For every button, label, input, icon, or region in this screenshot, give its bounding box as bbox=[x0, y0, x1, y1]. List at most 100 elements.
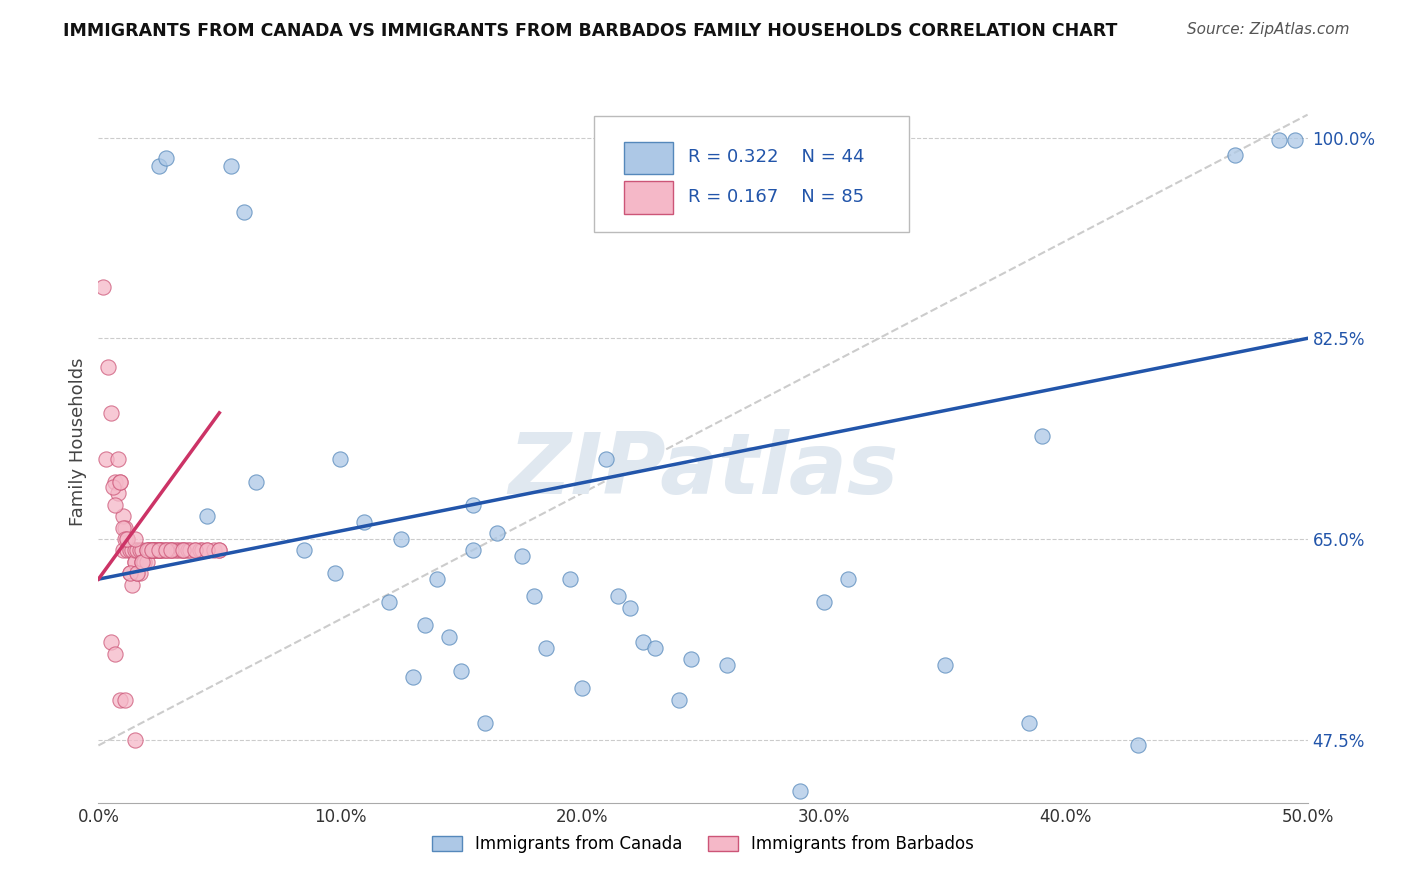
Point bbox=[124, 543, 146, 558]
Point bbox=[107, 486, 129, 500]
Point bbox=[100, 635, 122, 649]
Text: R = 0.167    N = 85: R = 0.167 N = 85 bbox=[689, 188, 865, 206]
Point bbox=[204, 543, 226, 558]
Point bbox=[177, 543, 200, 558]
Point bbox=[1031, 429, 1053, 443]
Point bbox=[150, 543, 173, 558]
Point bbox=[184, 543, 207, 558]
Text: IMMIGRANTS FROM CANADA VS IMMIGRANTS FROM BARBADOS FAMILY HOUSEHOLDS CORRELATION: IMMIGRANTS FROM CANADA VS IMMIGRANTS FRO… bbox=[63, 22, 1118, 40]
Point bbox=[138, 543, 160, 558]
Point bbox=[162, 543, 184, 558]
Point bbox=[486, 526, 509, 541]
Point bbox=[232, 205, 254, 219]
Point bbox=[165, 543, 187, 558]
Point bbox=[128, 543, 150, 558]
Point bbox=[389, 532, 412, 546]
Point bbox=[101, 480, 124, 494]
Point bbox=[134, 555, 156, 569]
Point bbox=[148, 543, 170, 558]
Point bbox=[188, 543, 211, 558]
Point bbox=[135, 543, 157, 558]
Point bbox=[174, 543, 197, 558]
Point bbox=[1128, 739, 1150, 753]
Point bbox=[124, 732, 146, 747]
Point bbox=[148, 543, 170, 558]
Point bbox=[619, 600, 641, 615]
Point bbox=[450, 664, 472, 678]
Point bbox=[141, 543, 163, 558]
Point bbox=[353, 515, 375, 529]
Point bbox=[108, 692, 131, 706]
Point bbox=[108, 475, 131, 489]
Point bbox=[148, 543, 170, 558]
Point bbox=[124, 555, 146, 569]
Point bbox=[104, 647, 127, 661]
Point bbox=[1284, 133, 1306, 147]
Point bbox=[107, 451, 129, 466]
Point bbox=[184, 543, 207, 558]
Point bbox=[131, 555, 153, 569]
Point bbox=[1267, 133, 1289, 147]
Point bbox=[118, 543, 141, 558]
Point bbox=[413, 618, 436, 632]
Point bbox=[145, 543, 167, 558]
Y-axis label: Family Households: Family Households bbox=[69, 358, 87, 525]
Point bbox=[813, 595, 835, 609]
Point bbox=[104, 498, 127, 512]
Point bbox=[463, 543, 485, 558]
Point bbox=[1018, 715, 1040, 730]
Point bbox=[558, 572, 581, 586]
Point bbox=[837, 572, 859, 586]
Point bbox=[145, 543, 167, 558]
Point bbox=[631, 635, 654, 649]
Point bbox=[131, 543, 153, 558]
Point bbox=[118, 566, 141, 581]
Point bbox=[292, 543, 315, 558]
Point bbox=[135, 555, 157, 569]
Point bbox=[195, 543, 218, 558]
Point bbox=[127, 543, 149, 558]
Point bbox=[402, 670, 425, 684]
Point bbox=[114, 532, 136, 546]
Point bbox=[143, 543, 166, 558]
Point bbox=[463, 498, 485, 512]
Point bbox=[474, 715, 496, 730]
Point bbox=[124, 555, 146, 569]
Point bbox=[128, 566, 150, 581]
Point bbox=[135, 543, 157, 558]
Point bbox=[108, 475, 131, 489]
Point bbox=[155, 151, 177, 165]
Point bbox=[534, 640, 557, 655]
Point bbox=[595, 451, 617, 466]
Point bbox=[167, 543, 190, 558]
Legend: Immigrants from Canada, Immigrants from Barbados: Immigrants from Canada, Immigrants from … bbox=[426, 828, 980, 860]
Point bbox=[143, 543, 166, 558]
FancyBboxPatch shape bbox=[595, 116, 908, 232]
Point bbox=[111, 520, 134, 534]
Point bbox=[160, 543, 183, 558]
Point bbox=[134, 555, 156, 569]
FancyBboxPatch shape bbox=[624, 181, 672, 214]
Point bbox=[1223, 148, 1246, 162]
Point bbox=[160, 543, 183, 558]
Point bbox=[195, 509, 218, 524]
Point bbox=[437, 630, 460, 644]
Point bbox=[100, 406, 122, 420]
Point bbox=[127, 566, 149, 581]
Point bbox=[117, 532, 139, 546]
Point bbox=[208, 543, 231, 558]
Point bbox=[668, 692, 690, 706]
Point bbox=[141, 543, 163, 558]
Point bbox=[114, 692, 136, 706]
Point bbox=[157, 543, 180, 558]
Point bbox=[523, 590, 546, 604]
Point bbox=[118, 566, 141, 581]
Point bbox=[152, 543, 174, 558]
Point bbox=[191, 543, 214, 558]
Point bbox=[150, 543, 173, 558]
Point bbox=[208, 543, 231, 558]
Point bbox=[679, 652, 702, 666]
FancyBboxPatch shape bbox=[624, 142, 672, 174]
Text: R = 0.322    N = 44: R = 0.322 N = 44 bbox=[689, 148, 865, 166]
Point bbox=[138, 543, 160, 558]
